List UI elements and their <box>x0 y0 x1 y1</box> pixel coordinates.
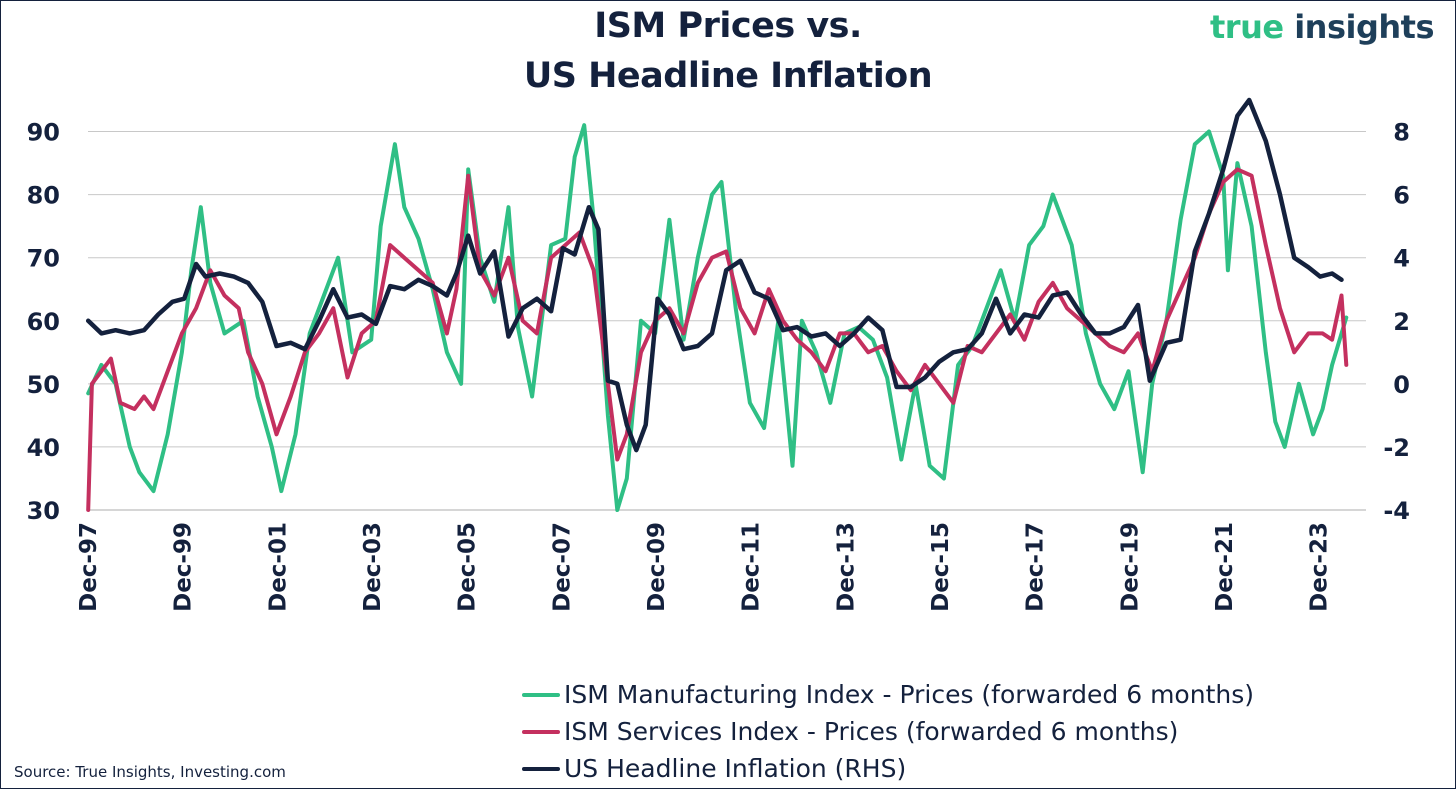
series-line-services <box>86 167 1349 512</box>
left-axis-tick-label: 80 <box>27 182 60 210</box>
x-axis-tick-label: Dec-13 <box>833 522 859 612</box>
legend-item-manufacturing: ISM Manufacturing Index - Prices (forwar… <box>522 676 1254 713</box>
left-axis-tick-label: 50 <box>27 371 60 399</box>
x-axis-tick-label: Dec-11 <box>739 522 765 612</box>
x-axis-tick-label: Dec-19 <box>1117 522 1143 612</box>
legend-label-services: ISM Services Index - Prices (forwarded 6… <box>564 717 1179 746</box>
right-axis-tick-label: -4 <box>1383 497 1410 525</box>
right-axis-tick-label: -2 <box>1383 434 1410 462</box>
right-axis-tick-label: 0 <box>1393 371 1410 399</box>
source-note: Source: True Insights, Investing.com <box>14 763 286 781</box>
legend-item-services: ISM Services Index - Prices (forwarded 6… <box>522 713 1254 750</box>
legend-item-inflation: US Headline Inflation (RHS) <box>522 750 1254 787</box>
logo-word-true: true <box>1210 8 1284 46</box>
chart-title-line-1: ISM Prices vs. <box>594 6 862 46</box>
series-line-inflation <box>85 97 1344 453</box>
x-axis: Dec-97 Dec-99 Dec-01 Dec-03 Dec-05 Dec-07 Dec-… <box>76 522 1333 612</box>
left-axis-tick-label: 40 <box>27 434 60 462</box>
left-axis-tick-label: 60 <box>27 308 60 336</box>
legend-swatch-inflation <box>522 766 560 771</box>
chart-title-line-2: US Headline Inflation <box>523 56 933 96</box>
right-axis-tick-label: 6 <box>1393 182 1410 210</box>
series-line-manufacturing <box>86 123 1349 512</box>
x-axis-tick-label: Dec-23 <box>1307 522 1333 612</box>
x-axis-tick-label: Dec-03 <box>360 522 386 612</box>
brand-logo: true insights <box>1210 8 1434 46</box>
left-axis-tick-label: 90 <box>27 119 60 147</box>
legend-swatch-services <box>522 729 560 734</box>
right-axis-tick-label: 4 <box>1393 245 1410 273</box>
right-axis-tick-label: 8 <box>1393 119 1410 147</box>
right-axis: -4 -2 0 2 4 6 8 <box>1383 119 1410 525</box>
x-axis-tick-label: Dec-01 <box>265 522 291 612</box>
left-axis: 30 40 50 60 70 80 90 <box>27 119 60 525</box>
x-axis-tick-label: Dec-09 <box>644 522 670 612</box>
x-axis-tick-label: Dec-97 <box>76 522 102 612</box>
x-axis-tick-label: Dec-05 <box>455 522 481 612</box>
x-axis-tick-label: Dec-07 <box>549 522 575 612</box>
left-axis-tick-label: 30 <box>27 497 60 525</box>
legend-label-inflation: US Headline Inflation (RHS) <box>564 754 907 783</box>
x-axis-tick-label: Dec-21 <box>1212 522 1238 612</box>
series-lines <box>85 97 1349 512</box>
logo-word-insights: insights <box>1294 8 1434 46</box>
legend-label-manufacturing: ISM Manufacturing Index - Prices (forwar… <box>564 680 1255 709</box>
legend: ISM Manufacturing Index - Prices (forwar… <box>522 676 1254 787</box>
x-axis-tick-label: Dec-99 <box>171 522 197 612</box>
left-axis-tick-label: 70 <box>27 245 60 273</box>
grid-lines <box>88 131 1366 511</box>
x-axis-tick-label: Dec-15 <box>928 522 954 612</box>
right-axis-tick-label: 2 <box>1393 308 1410 336</box>
legend-swatch-manufacturing <box>522 692 560 697</box>
x-axis-tick-label: Dec-17 <box>1023 522 1049 612</box>
